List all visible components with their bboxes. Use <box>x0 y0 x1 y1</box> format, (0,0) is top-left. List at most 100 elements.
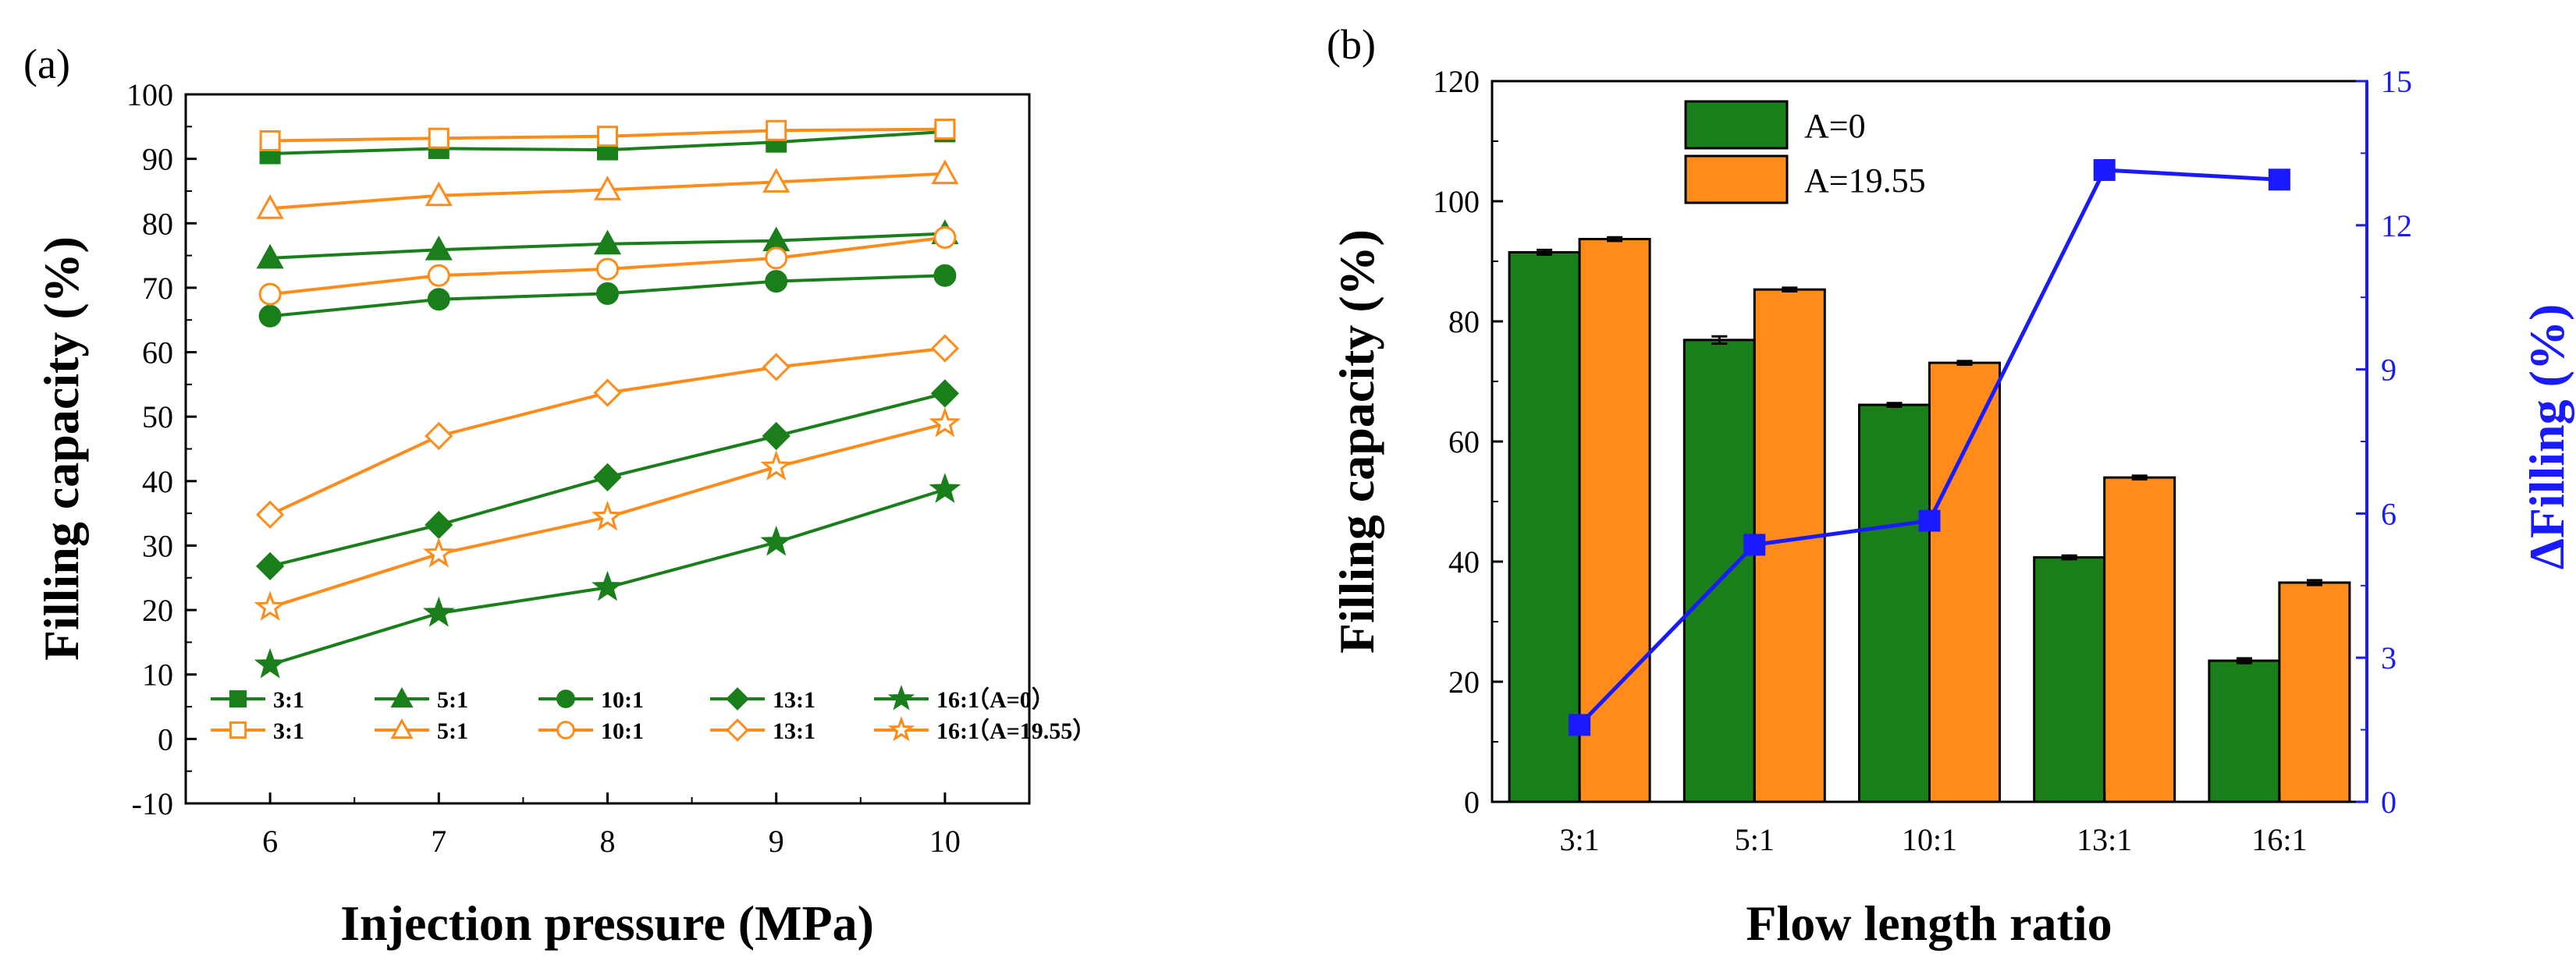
y-tick-label-b: 40 <box>1448 544 1480 580</box>
legend-marker-diamond <box>726 718 749 742</box>
data-point-star <box>760 450 793 480</box>
data-point-circle <box>427 288 450 311</box>
legend-label-b: A=0 <box>1804 107 1866 145</box>
legend-swatch-a1955 <box>1684 154 1789 204</box>
x-axis-title-a: Injection pressure (MPa) <box>340 895 874 951</box>
legend-marker-square <box>229 690 247 708</box>
y-tick-label-b: 100 <box>1433 184 1480 219</box>
bar-a0 <box>2033 556 2106 803</box>
data-point-star <box>929 473 961 503</box>
data-point-triangle <box>593 229 622 255</box>
x-tick-label-a: 9 <box>769 824 784 859</box>
legend-marker-star <box>887 685 915 711</box>
y-tick-label-a: 20 <box>142 593 173 628</box>
y-tick-label-a: 10 <box>142 658 173 693</box>
legend-marker-circle <box>556 690 575 708</box>
panel-a: (a) -10 0 10 20 30 40 50 60 70 80 90 100 6 7 8 9 10 3:1… <box>23 41 1096 951</box>
legend-swatch-a0 <box>1684 100 1789 150</box>
y-tick-label-a: 0 <box>158 722 173 757</box>
data-point-circle <box>258 304 282 328</box>
bar-a0 <box>1682 339 1756 803</box>
legend-marker-triangle <box>390 686 414 708</box>
x-tick-label-b: 5:1 <box>1735 822 1775 857</box>
data-point-diamond <box>425 421 453 451</box>
x-axis-title-b: Flow length ratio <box>1746 895 2112 951</box>
legend-label-b: A=19.55 <box>1804 161 1926 200</box>
data-point-triangle <box>762 168 791 193</box>
y-axis-title-b: Filling capacity (%) <box>1329 229 1384 654</box>
data-point-star <box>592 570 624 601</box>
panel-b: (b) 0 20 40 60 80 100 120 0 3 6 9 12 15 3:1 5:1 10:1 1… <box>1327 21 2574 951</box>
legend-marker-square <box>229 721 247 739</box>
y2-tick-label-b: 15 <box>2381 64 2412 99</box>
y-tick-label-b: 20 <box>1448 665 1480 700</box>
y-tick-label-b: 120 <box>1433 64 1480 99</box>
legend-group-label: （A=19.55） <box>966 718 1096 744</box>
legend-label: 10:1 <box>601 687 644 713</box>
x-tick-label-b: 3:1 <box>1560 822 1600 857</box>
data-point-triangle <box>931 159 959 185</box>
y-tick-label-a: 80 <box>142 206 173 241</box>
data-point-circle <box>596 257 619 281</box>
y-tick-label-a: 70 <box>142 271 173 306</box>
bar-a1955 <box>1578 238 1651 803</box>
y2-tick-label-b: 6 <box>2381 496 2397 531</box>
y-tick-label-b: 60 <box>1448 424 1480 459</box>
data-point-diamond <box>593 378 622 407</box>
legend-marker-diamond <box>726 687 749 711</box>
legend-label: 5:1 <box>437 687 468 713</box>
legend-group-label: （A=0） <box>966 686 1055 713</box>
data-point-square <box>597 126 618 147</box>
data-point-circle <box>596 282 619 305</box>
y-tick-label-b: 80 <box>1448 304 1480 339</box>
legend-label: 5:1 <box>437 718 468 744</box>
legend-marker-triangle <box>390 718 414 739</box>
data-point-diamond <box>930 334 960 363</box>
bar-a1955 <box>1928 361 2001 803</box>
y2-tick-label-b: 12 <box>2381 208 2412 243</box>
y-tick-label-a: 40 <box>142 464 173 499</box>
data-point-diamond <box>593 463 622 491</box>
y-tick-label-b: 0 <box>1464 785 1480 820</box>
bar-a1955 <box>2103 476 2176 803</box>
legend-label: 3:1 <box>273 718 304 744</box>
delta-filling-point <box>2093 158 2116 181</box>
panel-b-label: (b) <box>1327 21 1376 68</box>
y-tick-label-a: 60 <box>142 335 173 370</box>
data-point-triangle <box>593 176 622 200</box>
x-tick-label-b: 13:1 <box>2077 822 2132 857</box>
panel-a-label: (a) <box>23 41 70 87</box>
legend-b: A=0 A=19.55 <box>1684 100 1926 204</box>
x-tick-label-a: 8 <box>600 824 616 859</box>
delta-filling-point <box>1569 714 1591 736</box>
data-point-square <box>934 119 956 140</box>
bar-a1955 <box>2278 581 2351 803</box>
x-tick-label-b: 10:1 <box>1902 822 1957 857</box>
legend-label: 3:1 <box>273 687 304 713</box>
legend-label: 13:1 <box>773 718 815 744</box>
data-point-circle <box>258 282 282 306</box>
y-tick-label-a: 50 <box>142 399 173 434</box>
data-point-star <box>422 596 455 627</box>
data-point-circle <box>765 270 788 293</box>
data-point-star <box>760 525 793 556</box>
x-tick-label-a: 10 <box>929 824 961 859</box>
delta-filling-point <box>1918 509 1941 532</box>
data-point-diamond <box>762 353 791 381</box>
data-point-circle <box>933 225 957 249</box>
y2-tick-label-b: 3 <box>2381 640 2397 675</box>
legend-a: 3:1 5:1 10:1 13:1 16:1（A=0）3:1 5:1 10:1 13:1 16:… <box>211 685 1096 744</box>
y-tick-label-a: -10 <box>132 786 173 821</box>
y-tick-label-a: 90 <box>142 142 173 177</box>
legend-label: 16:1 <box>936 687 979 713</box>
y-tick-label-a: 100 <box>126 77 173 112</box>
data-point-triangle <box>425 236 453 261</box>
legend-label: 16:1 <box>936 718 979 744</box>
legend-marker-circle <box>556 721 575 739</box>
data-point-star <box>254 647 286 679</box>
y2-axis-title-b: ΔFilling (%) <box>2519 304 2574 570</box>
data-point-square <box>428 127 449 149</box>
data-point-diamond <box>930 379 960 408</box>
data-point-diamond <box>255 500 285 529</box>
